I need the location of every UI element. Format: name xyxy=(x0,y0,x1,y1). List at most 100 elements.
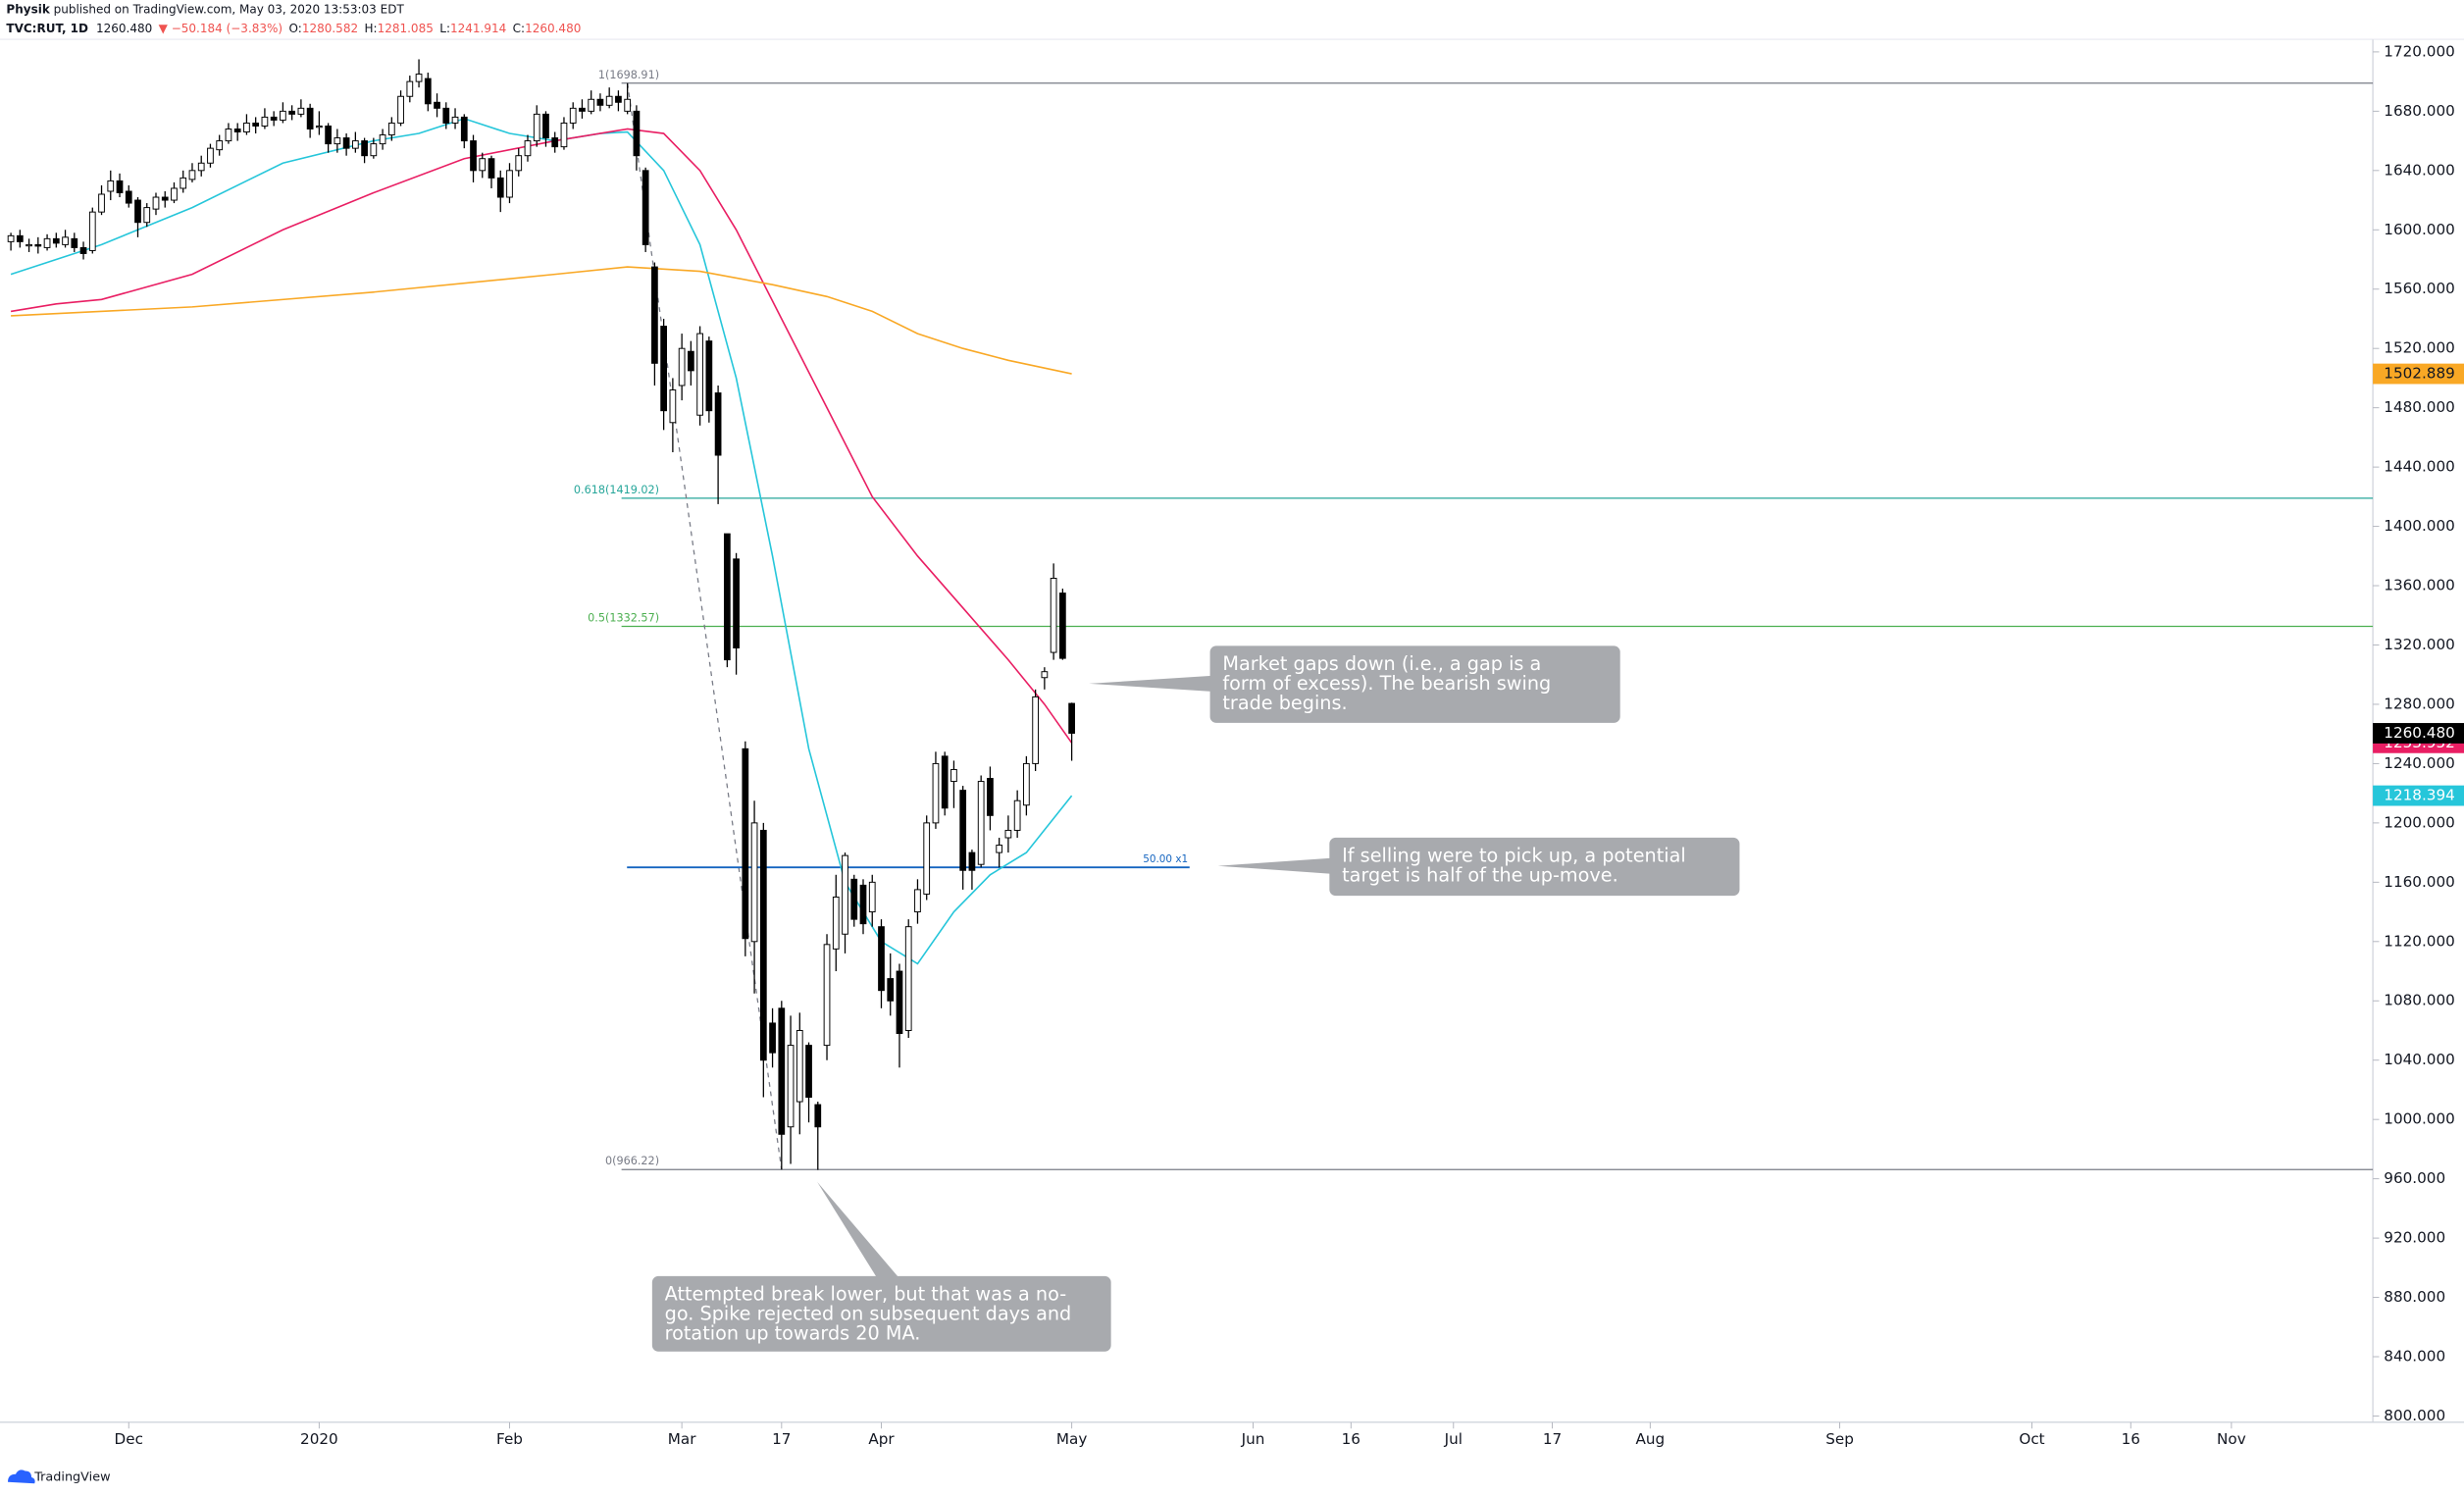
brand: TradingView xyxy=(33,1469,110,1484)
fib-label: 0.618(1419.02) xyxy=(574,484,659,496)
change: ▼ −50.184 (−3.83%) xyxy=(159,21,282,34)
candle-body xyxy=(1050,578,1057,653)
ohlc-value: 1260.480 xyxy=(525,21,581,34)
callout-text: form of excess). The bearish swing xyxy=(1222,672,1551,695)
y-tick-label: 1560.000 xyxy=(2384,280,2455,297)
candle-body xyxy=(605,95,613,106)
x-tick-label: 16 xyxy=(2122,1430,2140,1448)
last: 1260.480 xyxy=(96,21,152,34)
candle-body xyxy=(1023,762,1030,806)
fib-label: 1(1698.91) xyxy=(598,69,659,81)
candle-body xyxy=(43,237,51,248)
candle-body xyxy=(633,110,641,157)
candle-body xyxy=(188,170,196,180)
candle-body xyxy=(361,140,368,157)
y-tick-label: 1160.000 xyxy=(2384,873,2455,891)
callout-text: rotation up towards 20 MA. xyxy=(665,1322,921,1345)
candle-body xyxy=(1013,799,1021,831)
callout-text: trade begins. xyxy=(1222,692,1347,714)
candle-body xyxy=(579,107,586,112)
candle-body xyxy=(116,180,124,193)
callout-box xyxy=(651,1275,1111,1352)
candle-body xyxy=(26,243,32,247)
callout-text: go. Spike rejected on subsequent days an… xyxy=(665,1303,1072,1325)
y-tick-label: 800.000 xyxy=(2384,1407,2445,1424)
published: published on TradingView.com, May 03, 20… xyxy=(50,2,405,16)
candle-body xyxy=(977,781,985,865)
x-tick-label: Dec xyxy=(115,1430,143,1448)
candle-body xyxy=(1058,593,1066,659)
swing-line xyxy=(627,82,783,1170)
candle-body xyxy=(823,944,831,1047)
candle-body xyxy=(596,98,604,106)
candle-body xyxy=(306,107,314,129)
candle-body xyxy=(252,122,260,127)
candle-body xyxy=(297,107,305,115)
candle-body xyxy=(243,122,250,132)
candle-body xyxy=(1041,671,1049,679)
logo-icon xyxy=(8,1469,35,1484)
header-line-2: TVC:RUT, 1D 1260.480 ▼ −50.184 (−3.83%) O:1… xyxy=(6,21,581,34)
candle-body xyxy=(533,113,540,142)
candle-body xyxy=(842,854,848,935)
y-tick-label: 1520.000 xyxy=(2384,339,2455,357)
y-tick-label: 1000.000 xyxy=(2384,1110,2455,1128)
candle-body xyxy=(161,196,169,201)
candle-body xyxy=(125,190,132,204)
y-tick-label: 1240.000 xyxy=(2384,754,2455,772)
price-tag xyxy=(2373,785,2464,806)
candle-body xyxy=(270,116,278,121)
candle-body xyxy=(434,101,440,109)
candle-body xyxy=(805,1045,812,1098)
y-tick-label: 1200.000 xyxy=(2384,813,2455,831)
x-tick-label: Apr xyxy=(868,1430,895,1448)
candle-body xyxy=(569,107,577,124)
candle-body xyxy=(778,1007,786,1135)
candle-body xyxy=(950,768,957,783)
y-tick-label: 1120.000 xyxy=(2384,932,2455,950)
candle-body xyxy=(387,122,395,136)
price-tag-label: 1260.480 xyxy=(2384,724,2455,742)
callout-pointer xyxy=(817,1181,899,1278)
candle-body xyxy=(79,246,87,254)
candle-body xyxy=(370,143,378,157)
callout-pointer xyxy=(1217,857,1331,874)
candle-body xyxy=(479,158,487,172)
candle-body xyxy=(470,140,477,172)
price-tag-label: 1218.394 xyxy=(2384,787,2455,804)
candle-body xyxy=(696,333,703,416)
y-tick-label: 960.000 xyxy=(2384,1169,2445,1187)
candle-body xyxy=(878,926,885,992)
candle-body xyxy=(424,77,432,105)
ohlc-key: L: xyxy=(439,21,450,34)
fib-label: 0.5(1332.57) xyxy=(588,611,659,624)
candle-body xyxy=(334,137,341,145)
fib-label: 0(966.22) xyxy=(605,1155,659,1167)
candle-body xyxy=(134,199,141,224)
candle-body xyxy=(624,98,632,112)
candle-body xyxy=(1004,829,1012,839)
callout-text: Market gaps down (i.e., a gap is a xyxy=(1222,652,1541,675)
candle-body xyxy=(959,790,967,871)
candle-body xyxy=(233,129,241,132)
candle-body xyxy=(379,134,386,145)
y-tick-label: 1480.000 xyxy=(2384,398,2455,416)
y-tick-label: 920.000 xyxy=(2384,1229,2445,1247)
y-tick-label: 1280.000 xyxy=(2384,695,2455,712)
y-tick-label: 1680.000 xyxy=(2384,102,2455,120)
candle-body xyxy=(442,107,450,124)
ohlc-key: C: xyxy=(513,21,525,34)
candle-body xyxy=(152,196,160,210)
header-line-1: Physik published on TradingView.com, May… xyxy=(6,2,404,16)
candle-body xyxy=(733,558,740,649)
candle-body xyxy=(406,80,414,97)
x-tick-label: Nov xyxy=(2217,1430,2246,1448)
candle-body xyxy=(1068,702,1075,734)
candle-body xyxy=(688,350,694,372)
candle-body xyxy=(107,180,115,192)
x-tick-label: Feb xyxy=(496,1430,523,1448)
candle-body xyxy=(98,193,105,213)
candle-body xyxy=(705,340,713,412)
